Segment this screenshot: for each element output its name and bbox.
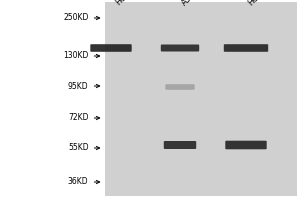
Text: A549: A549: [180, 0, 201, 7]
FancyBboxPatch shape: [164, 141, 196, 149]
Text: 130KD: 130KD: [63, 51, 88, 60]
FancyBboxPatch shape: [90, 44, 132, 52]
Bar: [105, 2, 297, 196]
Text: He1a: He1a: [246, 0, 267, 7]
FancyBboxPatch shape: [165, 84, 195, 90]
Text: 95KD: 95KD: [68, 82, 88, 90]
Text: 72KD: 72KD: [68, 114, 88, 122]
Text: HepG2: HepG2: [114, 0, 140, 7]
Text: 250KD: 250KD: [63, 14, 88, 22]
FancyBboxPatch shape: [225, 141, 267, 149]
Text: 36KD: 36KD: [68, 178, 88, 186]
FancyBboxPatch shape: [224, 44, 268, 52]
Text: 55KD: 55KD: [68, 144, 88, 152]
FancyBboxPatch shape: [161, 44, 199, 51]
